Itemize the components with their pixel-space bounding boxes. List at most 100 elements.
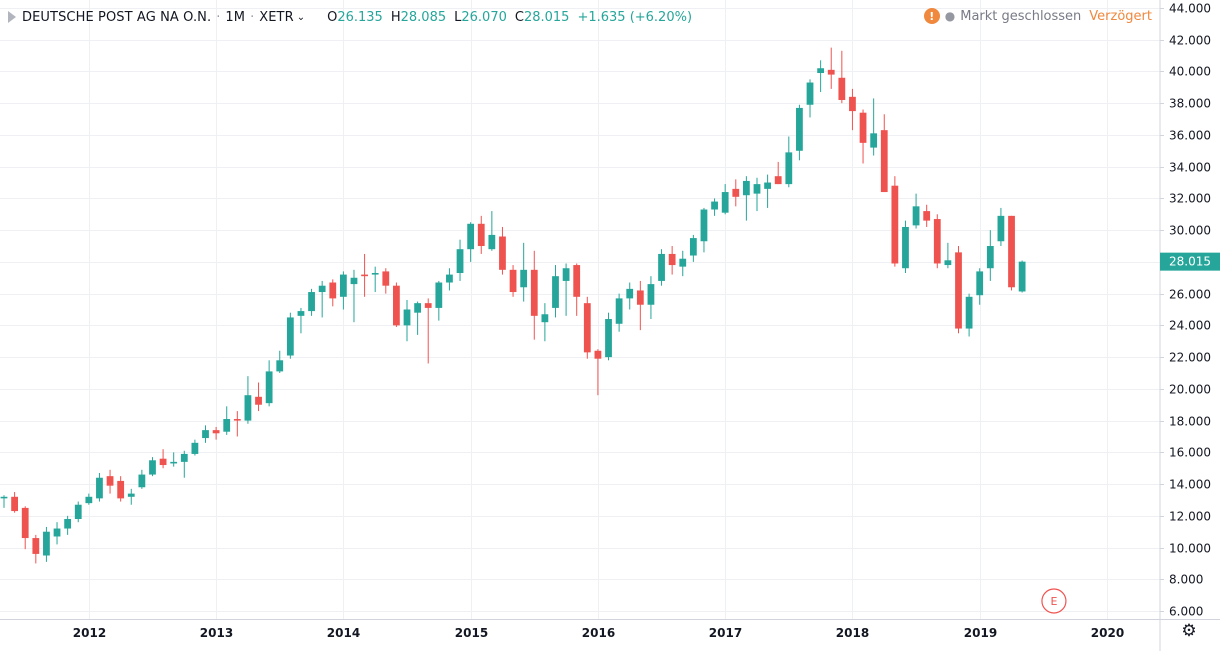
candle-up[interactable]	[286, 312, 294, 359]
candle-up[interactable]	[170, 452, 178, 467]
candle-up[interactable]	[626, 282, 634, 310]
candle-up[interactable]	[297, 307, 305, 334]
symbol-name[interactable]: DEUTSCHE POST AG NA O.N.	[22, 9, 212, 25]
candle-up[interactable]	[53, 522, 61, 545]
candle-up[interactable]	[456, 239, 464, 281]
candle-up[interactable]	[997, 207, 1005, 247]
time-axis[interactable]: 2012 2013 2014 2015 2016 2017 2018 2019 2020	[73, 626, 1124, 640]
candle-up[interactable]	[520, 242, 528, 302]
candle-down[interactable]	[477, 215, 485, 254]
candle-up[interactable]	[976, 268, 984, 305]
warning-icon[interactable]: !	[923, 8, 940, 24]
candle-up[interactable]	[541, 303, 549, 342]
candle-down[interactable]	[117, 476, 125, 502]
candle-up[interactable]	[647, 276, 655, 320]
candle-down[interactable]	[955, 246, 962, 334]
candle-up[interactable]	[742, 176, 750, 221]
candle-down[interactable]	[891, 176, 899, 267]
candle-up[interactable]	[318, 280, 326, 318]
candle-down[interactable]	[594, 349, 602, 396]
candle-up[interactable]	[605, 312, 612, 361]
candle-up[interactable]	[806, 79, 814, 118]
candle-up[interactable]	[43, 526, 50, 562]
candle-up[interactable]	[817, 60, 825, 93]
candle-down[interactable]	[424, 298, 432, 364]
candle-up[interactable]	[127, 488, 135, 505]
candle-down[interactable]	[838, 50, 846, 104]
candle-up[interactable]	[785, 136, 793, 188]
candle-down[interactable]	[880, 114, 888, 193]
candle-up[interactable]	[689, 234, 697, 262]
candle-down[interactable]	[382, 268, 390, 294]
candle-up[interactable]	[986, 230, 994, 281]
interval-label[interactable]: 1M	[225, 9, 246, 25]
candle-up[interactable]	[912, 193, 920, 229]
exchange-label[interactable]: XETR	[259, 9, 294, 25]
candle-up[interactable]	[96, 472, 103, 502]
candle-up[interactable]	[552, 265, 559, 318]
candle-up[interactable]	[0, 495, 8, 508]
candle-down[interactable]	[573, 263, 581, 316]
candle-up[interactable]	[764, 174, 771, 208]
candle-up[interactable]	[721, 184, 729, 215]
candle-down[interactable]	[583, 296, 591, 359]
candle-up[interactable]	[870, 98, 878, 156]
candle-up[interactable]	[244, 376, 252, 424]
candle-down[interactable]	[212, 426, 220, 440]
candle-up[interactable]	[191, 439, 199, 456]
candle-up[interactable]	[180, 450, 188, 478]
candle-down[interactable]	[11, 492, 18, 513]
candle-down[interactable]	[255, 382, 262, 412]
collapse-arrow-icon[interactable]	[8, 11, 16, 23]
candle-up[interactable]	[1018, 260, 1026, 293]
candle-up[interactable]	[679, 250, 687, 277]
candle-down[interactable]	[732, 179, 740, 207]
candle-up[interactable]	[223, 406, 231, 435]
candle-up[interactable]	[435, 280, 443, 321]
gear-icon[interactable]: ⚙	[1181, 621, 1197, 641]
candle-down[interactable]	[361, 253, 368, 297]
candle-up[interactable]	[308, 288, 315, 316]
candle-down[interactable]	[849, 88, 856, 131]
earnings-event-marker[interactable]: E	[1041, 588, 1067, 614]
candle-up[interactable]	[403, 299, 411, 342]
candle-up[interactable]	[276, 350, 284, 373]
candle-down[interactable]	[827, 47, 835, 89]
candle-down[interactable]	[393, 282, 400, 327]
candle-up[interactable]	[467, 222, 475, 262]
candle-up[interactable]	[85, 493, 93, 505]
candle-down[interactable]	[21, 506, 29, 550]
candle-up[interactable]	[446, 268, 453, 291]
candle-down[interactable]	[32, 534, 40, 564]
candle-down[interactable]	[159, 449, 167, 469]
candle-up[interactable]	[615, 293, 623, 332]
candle-up[interactable]	[350, 269, 358, 323]
candle-up[interactable]	[658, 249, 665, 286]
candle-up[interactable]	[74, 501, 82, 523]
candle-down[interactable]	[329, 279, 337, 307]
candle-up[interactable]	[138, 469, 146, 489]
candle-down[interactable]	[509, 265, 517, 297]
candle-down[interactable]	[636, 280, 644, 331]
candle-up[interactable]	[902, 220, 909, 273]
candle-down[interactable]	[1008, 215, 1015, 291]
candle-up[interactable]	[265, 360, 273, 407]
candle-up[interactable]	[202, 425, 209, 443]
candle-down[interactable]	[668, 246, 676, 275]
candle-up[interactable]	[753, 177, 761, 212]
price-axis[interactable]: 6.000 8.000 10.000 12.000 14.000 16.000 18.000…	[1160, 2, 1211, 619]
candle-down[interactable]	[106, 469, 114, 494]
candle-up[interactable]	[339, 271, 347, 310]
candle-up[interactable]	[796, 104, 803, 161]
delayed-text[interactable]: Verzögert	[1089, 8, 1152, 24]
candle-up[interactable]	[711, 198, 718, 216]
candle-up[interactable]	[488, 211, 496, 251]
candle-down[interactable]	[233, 411, 241, 437]
candle-up[interactable]	[965, 293, 973, 337]
candle-down[interactable]	[859, 109, 867, 164]
candle-up[interactable]	[562, 263, 570, 316]
candle-up[interactable]	[149, 457, 156, 477]
candle-down[interactable]	[923, 204, 931, 227]
candle-up[interactable]	[944, 242, 952, 269]
candle-up[interactable]	[700, 207, 708, 253]
